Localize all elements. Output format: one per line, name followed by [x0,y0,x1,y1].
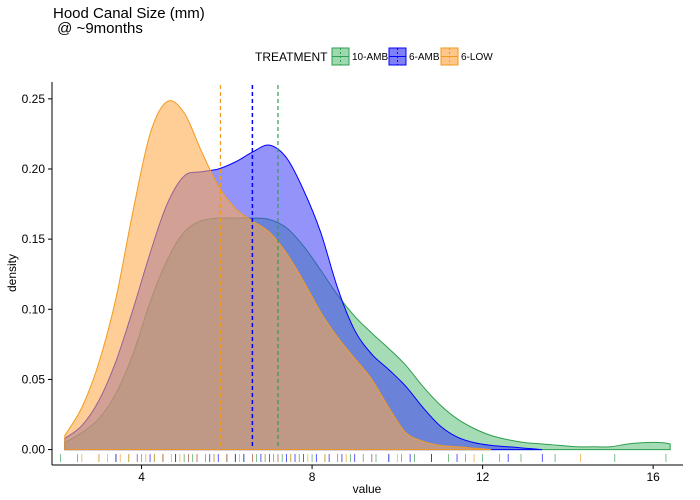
legend-label-6-low: 6-LOW [461,52,493,63]
legend-entry-10-amb: 10-AMB [331,47,388,66]
y-tick-label: 0.15 [22,232,46,246]
legend-title: TREATMENT [255,50,328,64]
x-tick-label: 12 [476,470,490,484]
y-axis-ticks: 0.00 0.05 0.10 0.15 0.20 0.25 [22,92,52,457]
y-tick-label: 0.05 [22,372,46,386]
chart-title-line-1: Hood Canal Size (mm) [53,5,205,22]
y-axis-title: density [5,254,19,292]
legend: TREATMENT 10-AMB 6-AMB 6-LOW [255,47,493,66]
x-axis-title: value [353,482,382,496]
legend-entry-6-low: 6-LOW [440,47,493,66]
x-tick-label: 16 [646,470,660,484]
chart-title-line-2: @ ~9months [53,20,143,37]
plot-area [60,85,671,462]
x-tick-label: 8 [309,470,316,484]
x-tick-label: 4 [138,470,145,484]
y-tick-label: 0.10 [22,302,46,316]
y-tick-label: 0.25 [22,92,46,106]
y-tick-label: 0.00 [22,443,46,457]
x-axis-ticks: 4 8 12 16 [138,465,660,484]
y-tick-label: 0.20 [22,162,46,176]
legend-entry-6-amb: 6-AMB [388,47,440,66]
legend-label-6-amb: 6-AMB [409,52,440,63]
legend-label-10-amb: 10-AMB [352,52,388,63]
